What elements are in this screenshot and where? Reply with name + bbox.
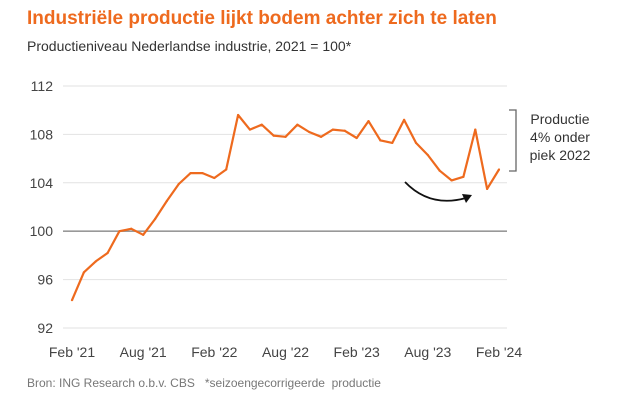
y-tick-label: 112 (31, 78, 54, 94)
data-point (248, 128, 252, 131)
x-tick-label: Aug '22 (262, 344, 309, 360)
data-point (118, 230, 121, 233)
data-point (296, 123, 299, 126)
y-tick-label: 100 (30, 223, 54, 239)
data-point (308, 130, 311, 134)
data-point (426, 153, 429, 157)
data-point (355, 136, 358, 140)
x-tick-label: Feb '22 (191, 344, 237, 360)
data-point (462, 175, 465, 178)
data-point (343, 129, 346, 132)
data-point (497, 168, 501, 171)
chart-title: Industriële productie lijkt bodem achter… (27, 8, 497, 29)
y-tick-label: 96 (37, 272, 53, 288)
data-point (414, 141, 418, 144)
data-point (201, 172, 204, 175)
data-point (474, 128, 477, 131)
data-point (94, 260, 97, 263)
line-chart: 92 96 100 104 108 112 Feb '21 Aug '21 Feb '22 Au… (30, 78, 591, 360)
annotation-line-1: Productie (530, 111, 589, 127)
x-tick-label: Aug '23 (404, 344, 451, 360)
x-axis: Feb '21 Aug '21 Feb '22 Aug '22 Feb '23 Aug '… (49, 344, 522, 360)
annotation-arrow-head (462, 194, 472, 203)
annotation-bracket (509, 109, 517, 172)
x-tick-label: Feb '21 (49, 344, 95, 360)
data-point (403, 118, 406, 121)
x-tick-label: Feb '23 (334, 344, 380, 360)
data-point (106, 251, 109, 255)
annotation-line-2: 4% onder (530, 129, 590, 145)
data-point (272, 134, 275, 137)
gridlines (63, 85, 507, 329)
data-point (367, 119, 370, 123)
data-point (225, 168, 228, 171)
annotation-arrow (404, 181, 467, 202)
series-line (70, 113, 500, 301)
chart-subtitle: Productieniveau Nederlandse industrie, 2… (27, 38, 352, 54)
data-point (165, 199, 168, 203)
data-point (391, 141, 394, 144)
data-point (70, 299, 74, 302)
data-point (486, 187, 489, 190)
data-point (142, 233, 145, 236)
data-point (438, 169, 441, 172)
data-point (260, 123, 263, 126)
y-tick-label: 108 (30, 126, 54, 142)
data-point (189, 172, 192, 175)
x-tick-label: Aug '21 (120, 344, 167, 360)
data-point (153, 218, 157, 221)
y-axis: 92 96 100 104 108 112 (30, 78, 54, 336)
x-tick-label: Feb '24 (476, 344, 522, 360)
data-point (236, 113, 240, 117)
y-tick-label: 92 (37, 320, 53, 336)
data-point (130, 227, 133, 230)
data-point (331, 128, 335, 131)
data-point (177, 182, 180, 186)
data-point (450, 179, 453, 182)
data-point (319, 135, 323, 138)
annotation-line-3: piek 2022 (530, 147, 591, 163)
data-point (379, 139, 382, 142)
data-point (284, 135, 287, 138)
data-point (82, 271, 85, 274)
data-point (213, 176, 216, 180)
y-tick-label: 104 (30, 175, 54, 191)
source-note: Bron: ING Research o.b.v. CBS *seizoenge… (27, 376, 381, 390)
series-points (70, 113, 501, 302)
